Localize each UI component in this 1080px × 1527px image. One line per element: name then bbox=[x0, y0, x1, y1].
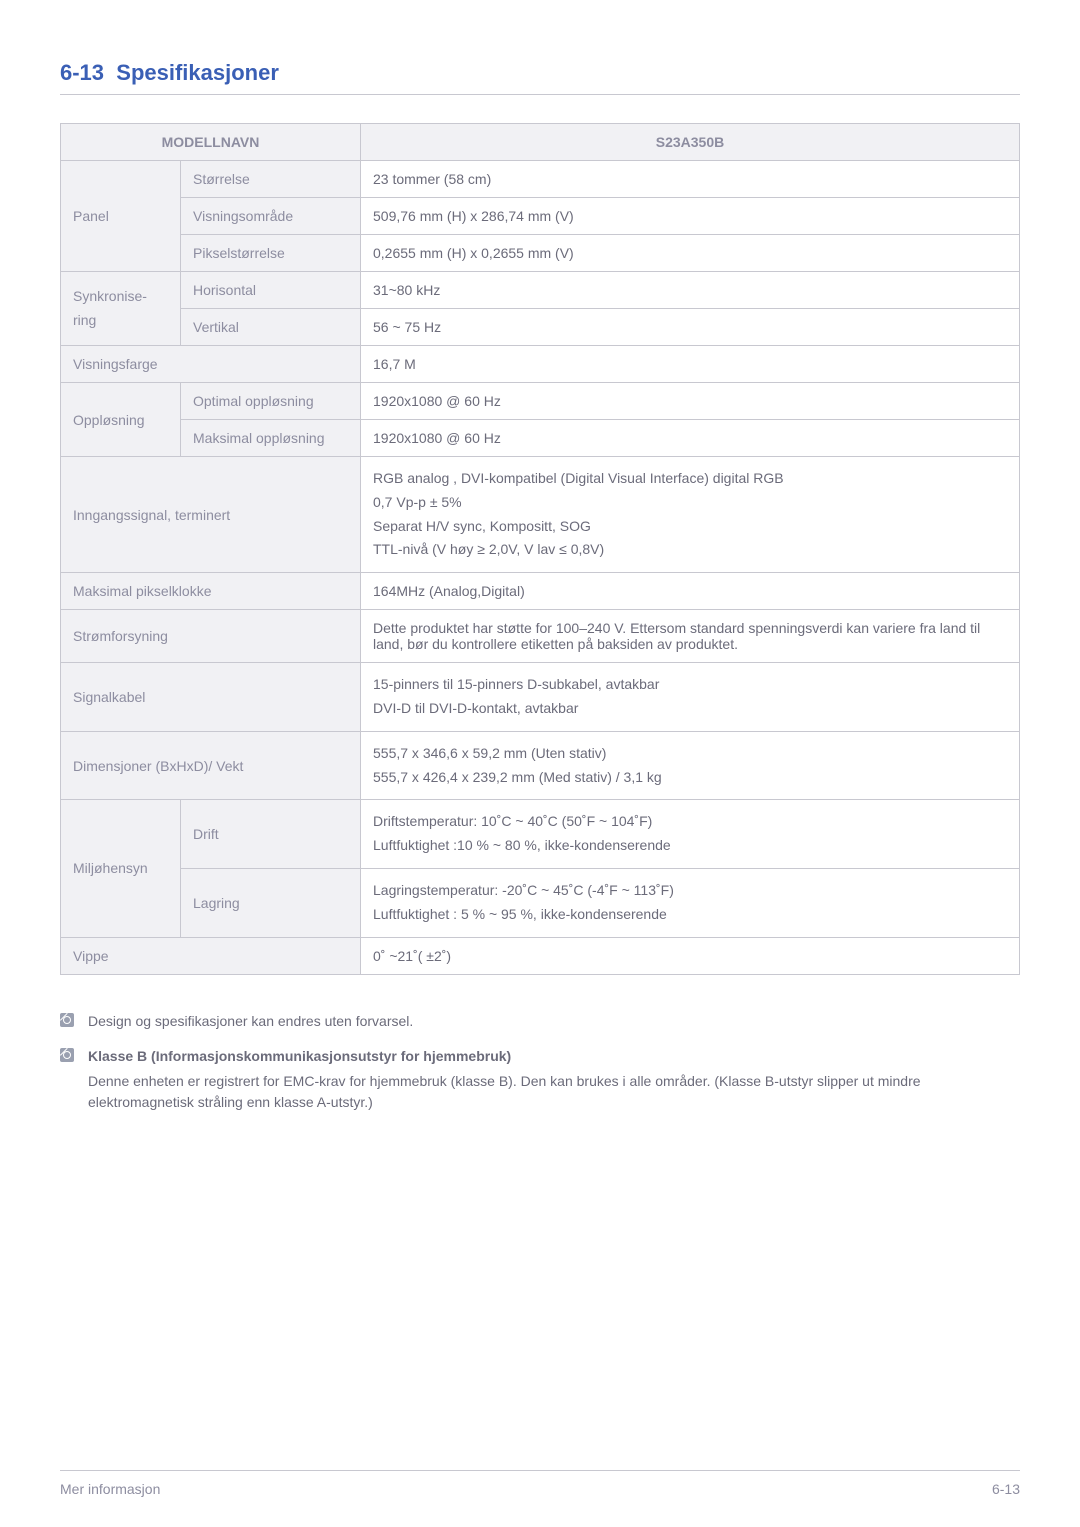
spec-table: MODELLNAVN S23A350B Panel Størrelse 23 t… bbox=[60, 123, 1020, 975]
note-row: Design og spesifikasjoner kan endres ute… bbox=[60, 1011, 1020, 1032]
note-body: Denne enheten er registrert for EMC-krav… bbox=[88, 1073, 921, 1110]
panel-area-value: 509,76 mm (H) x 286,74 mm (V) bbox=[361, 198, 1020, 235]
table-row: Oppløsning Optimal oppløsning 1920x1080 … bbox=[61, 383, 1020, 420]
notes-section: Design og spesifikasjoner kan endres ute… bbox=[60, 1011, 1020, 1113]
res-max-value: 1920x1080 @ 60 Hz bbox=[361, 420, 1020, 457]
table-row: Vertikal 56 ~ 75 Hz bbox=[61, 309, 1020, 346]
env-op-value: Driftstemperatur: 10˚C ~ 40˚C (50˚F ~ 10… bbox=[361, 800, 1020, 869]
panel-pixel-value: 0,2655 mm (H) x 0,2655 mm (V) bbox=[361, 235, 1020, 272]
table-row: Lagring Lagringstemperatur: -20˚C ~ 45˚C… bbox=[61, 868, 1020, 937]
header-model-value: S23A350B bbox=[361, 124, 1020, 161]
header-modelname: MODELLNAVN bbox=[61, 124, 361, 161]
note-row: Klasse B (Informasjonskommunikasjonsutst… bbox=[60, 1046, 1020, 1113]
color-label: Visningsfarge bbox=[61, 346, 361, 383]
res-label: Oppløsning bbox=[61, 383, 181, 457]
table-row: Vippe 0˚ ~21˚( ±2˚) bbox=[61, 937, 1020, 974]
input-label: Inngangssignal, terminert bbox=[61, 457, 361, 573]
table-row: Synkronise- ring Horisontal 31~80 kHz bbox=[61, 272, 1020, 309]
cable-label: Signalkabel bbox=[61, 663, 361, 732]
res-opt-value: 1920x1080 @ 60 Hz bbox=[361, 383, 1020, 420]
note-text: Klasse B (Informasjonskommunikasjonsutst… bbox=[88, 1046, 1020, 1113]
input-value: RGB analog , DVI-kompatibel (Digital Vis… bbox=[361, 457, 1020, 573]
power-label: Strømforsyning bbox=[61, 610, 361, 663]
res-max-label: Maksimal oppløsning bbox=[181, 420, 361, 457]
sync-v-value: 56 ~ 75 Hz bbox=[361, 309, 1020, 346]
panel-size-value: 23 tommer (58 cm) bbox=[361, 161, 1020, 198]
tilt-value: 0˚ ~21˚( ±2˚) bbox=[361, 937, 1020, 974]
table-row: Signalkabel 15-pinners til 15-pinners D-… bbox=[61, 663, 1020, 732]
table-row: Maksimal oppløsning 1920x1080 @ 60 Hz bbox=[61, 420, 1020, 457]
footer-left: Mer informasjon bbox=[60, 1481, 160, 1497]
panel-area-label: Visningsområde bbox=[181, 198, 361, 235]
panel-label: Panel bbox=[61, 161, 181, 272]
sync-v-label: Vertikal bbox=[181, 309, 361, 346]
table-header-row: MODELLNAVN S23A350B bbox=[61, 124, 1020, 161]
table-row: Visningsfarge 16,7 M bbox=[61, 346, 1020, 383]
note-title: Klasse B (Informasjonskommunikasjonsutst… bbox=[88, 1046, 1020, 1067]
table-row: Visningsområde 509,76 mm (H) x 286,74 mm… bbox=[61, 198, 1020, 235]
section-number: 6-13 bbox=[60, 60, 104, 85]
panel-pixel-label: Pikselstørrelse bbox=[181, 235, 361, 272]
info-icon bbox=[60, 1013, 74, 1027]
table-row: Maksimal pikselklokke 164MHz (Analog,Dig… bbox=[61, 573, 1020, 610]
note-text: Design og spesifikasjoner kan endres ute… bbox=[88, 1011, 413, 1032]
sync-h-label: Horisontal bbox=[181, 272, 361, 309]
tilt-label: Vippe bbox=[61, 937, 361, 974]
footer-right: 6-13 bbox=[992, 1481, 1020, 1497]
res-opt-label: Optimal oppløsning bbox=[181, 383, 361, 420]
dim-label: Dimensjoner (BxHxD)/ Vekt bbox=[61, 731, 361, 800]
pixclock-value: 164MHz (Analog,Digital) bbox=[361, 573, 1020, 610]
env-label: Miljøhensyn bbox=[61, 800, 181, 937]
env-op-label: Drift bbox=[181, 800, 361, 869]
table-row: Inngangssignal, terminert RGB analog , D… bbox=[61, 457, 1020, 573]
table-row: Strømforsyning Dette produktet har støtt… bbox=[61, 610, 1020, 663]
sync-label: Synkronise- ring bbox=[61, 272, 181, 346]
sync-h-value: 31~80 kHz bbox=[361, 272, 1020, 309]
section-title-text: Spesifikasjoner bbox=[116, 60, 279, 85]
pixclock-label: Maksimal pikselklokke bbox=[61, 573, 361, 610]
panel-size-label: Størrelse bbox=[181, 161, 361, 198]
table-row: Panel Størrelse 23 tommer (58 cm) bbox=[61, 161, 1020, 198]
table-row: Pikselstørrelse 0,2655 mm (H) x 0,2655 m… bbox=[61, 235, 1020, 272]
env-st-label: Lagring bbox=[181, 868, 361, 937]
table-row: Miljøhensyn Drift Driftstemperatur: 10˚C… bbox=[61, 800, 1020, 869]
cable-value: 15-pinners til 15-pinners D-subkabel, av… bbox=[361, 663, 1020, 732]
env-st-value: Lagringstemperatur: -20˚C ~ 45˚C (-4˚F ~… bbox=[361, 868, 1020, 937]
dim-value: 555,7 x 346,6 x 59,2 mm (Uten stativ) 55… bbox=[361, 731, 1020, 800]
power-value: Dette produktet har støtte for 100–240 V… bbox=[361, 610, 1020, 663]
color-value: 16,7 M bbox=[361, 346, 1020, 383]
table-row: Dimensjoner (BxHxD)/ Vekt 555,7 x 346,6 … bbox=[61, 731, 1020, 800]
info-icon bbox=[60, 1048, 74, 1062]
page-footer: Mer informasjon 6-13 bbox=[60, 1470, 1020, 1497]
section-heading: 6-13 Spesifikasjoner bbox=[60, 60, 1020, 95]
